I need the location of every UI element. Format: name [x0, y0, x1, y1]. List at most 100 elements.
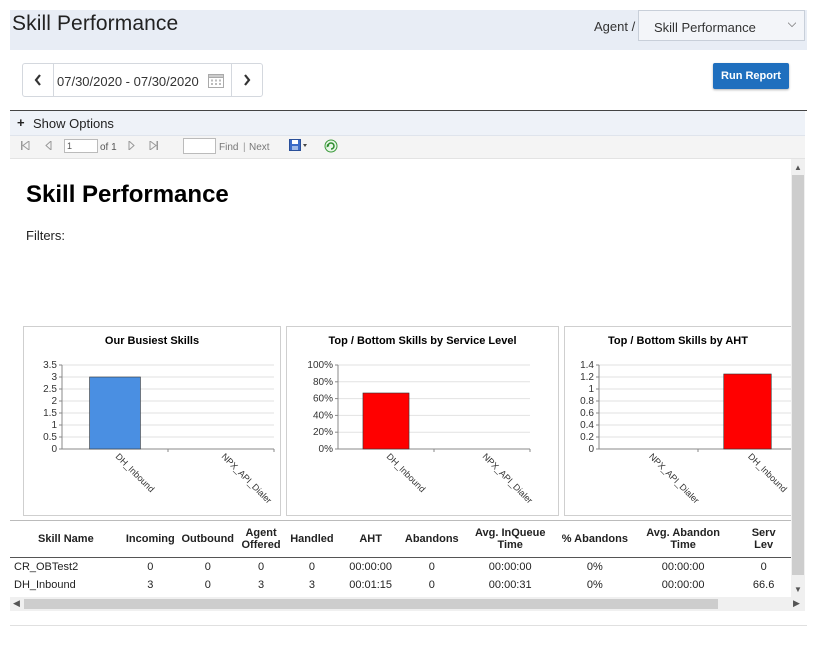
- table-cell: 0: [760, 561, 767, 573]
- scroll-left-icon[interactable]: ◀: [13, 598, 20, 608]
- table-cell: 0: [428, 561, 435, 573]
- x-tick-label: DH_Inbound: [385, 451, 428, 494]
- table-cell: 66.6: [752, 579, 775, 591]
- report-viewer: Skill Performance Filters: Our Busiest S…: [10, 159, 791, 597]
- table-cell: 0: [204, 561, 211, 573]
- first-page-icon[interactable]: [21, 141, 30, 150]
- breadcrumb-prefix: Agent /: [594, 19, 636, 34]
- y-tick-label: 0.6: [580, 408, 594, 419]
- y-tick-label: 3.5: [43, 360, 57, 371]
- x-tick-label: NPX_API_Dialer: [220, 451, 274, 505]
- column-header: % Abandons: [559, 520, 630, 558]
- column-header: Avg. InQueue Time: [460, 520, 560, 558]
- next-date-button[interactable]: [231, 64, 262, 96]
- table-cell: 0: [428, 579, 435, 591]
- show-options-toggle[interactable]: + Show Options: [10, 111, 805, 136]
- y-tick-label: 2.5: [43, 384, 57, 395]
- table-cell: 00:00:00: [349, 561, 393, 573]
- table-wrapper: Skill Name Incoming Outbound Agent Offered Ha…: [10, 520, 791, 594]
- y-tick-label: 0.8: [580, 396, 594, 407]
- export-save-icon[interactable]: [289, 139, 309, 153]
- prev-date-button[interactable]: [23, 64, 54, 96]
- run-report-button[interactable]: Run Report: [713, 63, 789, 89]
- y-tick-label: 1.4: [580, 360, 594, 371]
- skills-table: Skill Name Incoming Outbound Agent Offered Ha…: [10, 520, 791, 594]
- page-title: Skill Performance: [12, 12, 179, 35]
- next-page-icon[interactable]: [128, 141, 135, 150]
- table-cell: CR_OBTest2: [14, 561, 79, 573]
- scroll-up-icon[interactable]: ▲: [794, 163, 802, 172]
- vertical-scrollbar[interactable]: ▲ ▼: [791, 159, 805, 597]
- find-input[interactable]: [183, 138, 216, 154]
- find-next-link[interactable]: Next: [249, 142, 270, 153]
- y-tick-label: 0.2: [580, 432, 594, 443]
- table-row: DH_Inbound 3 0 3 3 00:01:15 0 00:00:31 0% 00:00:0…: [10, 576, 791, 594]
- chart-title: Top / Bottom Skills by AHT: [608, 335, 748, 347]
- chart-busiest-skills: Our Busiest Skills 0 0.5 1 1.5 2 2.5 3 3.5 DH_In…: [23, 326, 281, 516]
- last-page-icon[interactable]: [149, 141, 158, 150]
- table-cell: 0: [204, 579, 211, 591]
- column-header: Incoming: [121, 520, 179, 558]
- chevron-right-icon: [244, 74, 251, 86]
- table-header-row: Skill Name Incoming Outbound Agent Offered Ha…: [10, 520, 791, 558]
- report-title: Skill Performance: [26, 181, 229, 208]
- x-tick-label: NPX_API_Dialer: [647, 451, 701, 505]
- table-cell: 00:00:00: [488, 561, 532, 573]
- column-header: Outbound: [178, 520, 237, 558]
- y-tick-label: 1: [51, 420, 57, 431]
- page-count: of 1: [100, 142, 117, 153]
- find-separator: |: [243, 142, 246, 153]
- y-tick-label: 1: [588, 384, 594, 395]
- column-header: Skill Name: [10, 520, 122, 558]
- calendar-icon[interactable]: [208, 73, 224, 88]
- column-header: Serv Lev: [736, 520, 791, 558]
- scroll-down-icon[interactable]: ▼: [794, 585, 802, 594]
- chart-service-level: Top / Bottom Skills by Service Level 0% 2…: [286, 326, 559, 516]
- y-tick-label: 60%: [313, 394, 333, 405]
- chart-aht: Top / Bottom Skills by AHT 0 0.2 0.4 0.6 0.8…: [564, 326, 791, 516]
- divider: [10, 110, 807, 111]
- y-tick-label: 0.4: [580, 420, 594, 431]
- prev-page-icon[interactable]: [45, 141, 52, 150]
- y-tick-label: 3: [51, 372, 57, 383]
- chart-plot: 00.20.40.60.811.21.4 NPX_API_Dialer DH_Inb…: [580, 360, 791, 505]
- y-tick-label: 0%: [319, 444, 334, 455]
- y-tick-label: 100%: [307, 360, 333, 371]
- bottom-divider: [10, 625, 807, 626]
- table-cell: 3: [147, 579, 154, 591]
- column-header: Handled: [285, 520, 339, 558]
- table-cell: 00:00:31: [488, 579, 532, 591]
- table-cell: 0: [147, 561, 154, 573]
- bar: [723, 373, 772, 450]
- y-tick-label: 2: [51, 396, 57, 407]
- x-tick-label: NPX_API_Dialer: [481, 451, 535, 505]
- table-cell: 0: [257, 561, 265, 573]
- page-number-input[interactable]: 1: [64, 139, 98, 153]
- column-header: Agent Offered: [236, 520, 286, 558]
- y-tick-label: 0: [51, 444, 57, 455]
- chart-title: Top / Bottom Skills by Service Level: [328, 335, 517, 347]
- column-header: Avg. Abandon Time: [629, 520, 737, 558]
- table-cell: 3: [257, 579, 265, 591]
- table-cell: 00:00:00: [661, 579, 705, 591]
- y-tick-label: 0.5: [43, 432, 57, 443]
- horizontal-scroll-thumb[interactable]: [24, 599, 718, 609]
- y-tick-label: 20%: [313, 427, 333, 438]
- table-cell: DH_Inbound: [14, 579, 76, 591]
- scroll-right-icon[interactable]: ▶: [793, 598, 800, 608]
- horizontal-scrollbar[interactable]: ◀ ▶: [10, 597, 805, 611]
- report-toolbar: 1 of 1 Find | Next: [10, 136, 805, 159]
- date-range-input[interactable]: 07/30/2020 - 07/30/2020: [57, 74, 199, 89]
- find-link[interactable]: Find: [219, 142, 239, 153]
- date-range-picker: 07/30/2020 - 07/30/2020: [22, 63, 263, 97]
- report-select[interactable]: Skill Performance: [638, 10, 805, 41]
- x-tick-label: DH_Inbound: [114, 451, 157, 494]
- x-tick-label: DH_Inbound: [746, 451, 789, 494]
- chart-plot: 00.511.522.533.5 DH_Inbound NPX_API_Dialer: [43, 360, 275, 505]
- bar: [89, 376, 141, 450]
- chevron-down-icon: [788, 22, 796, 28]
- refresh-icon[interactable]: [324, 139, 338, 153]
- vertical-scroll-thumb[interactable]: [792, 175, 804, 575]
- column-header: Abandons: [402, 520, 461, 558]
- table-cell: 0: [308, 561, 315, 573]
